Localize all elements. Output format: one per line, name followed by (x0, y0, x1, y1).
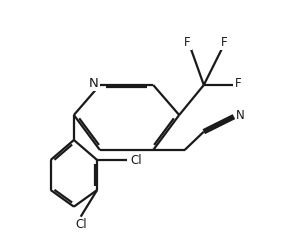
Text: F: F (184, 36, 191, 49)
Text: F: F (234, 77, 241, 90)
Text: N: N (89, 77, 99, 89)
Text: N: N (236, 109, 245, 122)
Text: F: F (221, 36, 227, 49)
Text: Cl: Cl (75, 218, 87, 232)
Text: Cl: Cl (130, 154, 142, 167)
